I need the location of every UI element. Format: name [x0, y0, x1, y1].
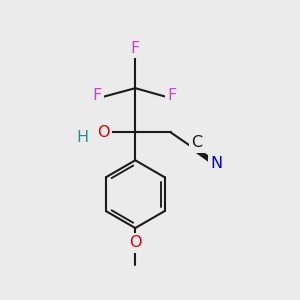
Text: F: F [92, 88, 102, 103]
Text: O: O [129, 235, 142, 250]
Text: H: H [76, 130, 88, 145]
Text: C: C [191, 135, 203, 150]
Text: N: N [210, 156, 222, 171]
Text: F: F [131, 41, 140, 56]
Text: F: F [167, 88, 177, 103]
Text: O: O [97, 125, 109, 140]
